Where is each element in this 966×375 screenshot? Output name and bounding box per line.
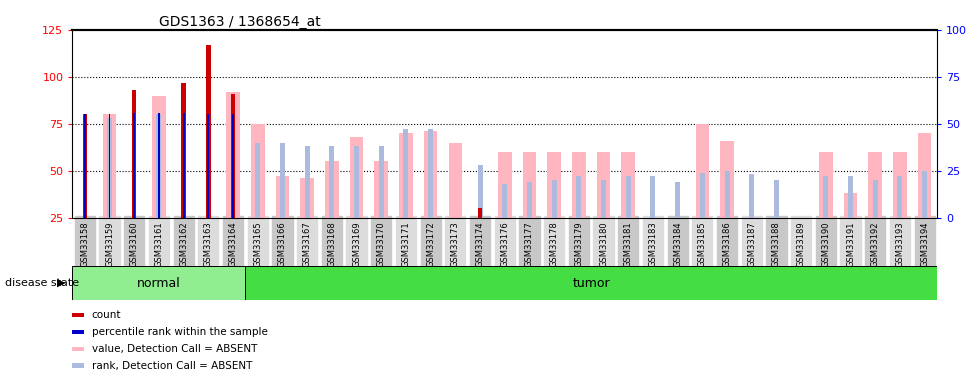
Bar <box>868 152 882 217</box>
Bar <box>325 161 339 218</box>
Bar <box>700 172 705 217</box>
Bar <box>182 82 185 218</box>
Text: ▶: ▶ <box>57 278 66 288</box>
Bar <box>675 182 680 218</box>
Bar <box>232 114 234 218</box>
Bar <box>626 176 631 218</box>
Bar <box>819 152 833 217</box>
Text: value, Detection Call = ABSENT: value, Detection Call = ABSENT <box>92 344 257 354</box>
Bar <box>329 146 334 218</box>
Bar <box>280 142 285 218</box>
Bar <box>843 193 858 217</box>
Bar <box>897 176 902 218</box>
Bar <box>724 171 729 217</box>
Bar <box>502 184 507 218</box>
Bar <box>245 266 937 300</box>
Bar <box>601 180 606 218</box>
Bar <box>523 152 536 217</box>
Bar <box>72 266 245 300</box>
Bar <box>379 146 384 218</box>
Text: percentile rank within the sample: percentile rank within the sample <box>92 327 268 337</box>
Bar <box>102 114 116 218</box>
Bar <box>670 217 685 227</box>
Bar <box>894 152 907 217</box>
Bar <box>156 114 161 218</box>
Bar <box>650 176 655 218</box>
Bar <box>621 152 635 217</box>
Bar <box>404 129 409 218</box>
Bar <box>497 152 512 217</box>
Bar <box>721 141 734 218</box>
Bar <box>770 217 783 221</box>
Bar <box>918 133 931 218</box>
Bar <box>548 152 561 217</box>
Bar <box>350 137 363 218</box>
Bar <box>375 161 388 218</box>
Bar <box>428 129 433 218</box>
Bar <box>82 114 87 218</box>
Text: GDS1363 / 1368654_at: GDS1363 / 1368654_at <box>159 15 321 29</box>
Bar <box>823 176 828 218</box>
Bar <box>424 131 438 218</box>
Bar <box>448 142 462 218</box>
Bar <box>84 114 86 218</box>
Bar <box>107 118 112 218</box>
Bar <box>300 178 314 218</box>
Bar <box>552 180 556 218</box>
Bar <box>132 90 136 218</box>
Bar <box>255 142 260 218</box>
Bar <box>527 182 532 218</box>
Text: tumor: tumor <box>573 277 610 290</box>
Bar <box>696 124 709 218</box>
Bar <box>108 114 110 218</box>
Bar <box>231 94 236 218</box>
Bar <box>304 146 309 218</box>
Bar <box>183 112 185 218</box>
Bar <box>275 176 289 218</box>
Bar <box>646 217 660 227</box>
Bar <box>745 217 758 221</box>
Bar <box>206 45 211 218</box>
Bar <box>572 152 585 217</box>
Bar <box>157 112 160 218</box>
Bar <box>577 176 582 218</box>
Bar <box>208 114 210 218</box>
Text: normal: normal <box>137 277 181 290</box>
Bar <box>477 165 482 218</box>
Bar <box>597 152 611 217</box>
Bar <box>251 124 265 218</box>
Bar <box>848 176 853 218</box>
Bar <box>133 112 135 218</box>
Bar <box>226 92 240 218</box>
Text: rank, Detection Call = ABSENT: rank, Detection Call = ABSENT <box>92 361 252 370</box>
Bar <box>355 146 359 218</box>
Bar <box>152 96 166 218</box>
Bar <box>478 208 482 218</box>
Bar <box>873 180 878 218</box>
Text: count: count <box>92 310 122 320</box>
Text: disease state: disease state <box>5 278 79 288</box>
Bar <box>774 180 779 218</box>
Bar <box>794 217 808 242</box>
Bar <box>923 171 927 217</box>
Bar <box>750 174 754 217</box>
Bar <box>399 133 412 218</box>
